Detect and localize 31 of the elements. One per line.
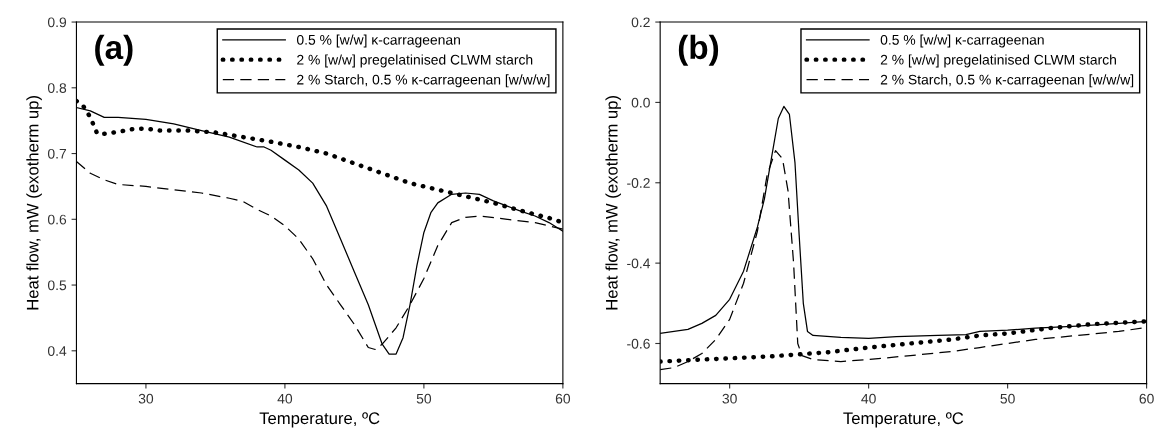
y-axis-title: Heat flow, mW (exotherm up) xyxy=(26,95,42,310)
legend-label: 0.5 % [w/w] κ-carrageenan xyxy=(880,34,1044,48)
x-tick-label: 40 xyxy=(277,393,293,404)
legend-label: 2 % Starch, 0.5 % κ-carrageenan [w/w/w] xyxy=(297,74,550,88)
y-tick-label: 0.2 xyxy=(631,17,650,28)
y-tick-label: 0.7 xyxy=(47,148,67,159)
y-tick-label: 0.0 xyxy=(631,97,650,108)
chart-title: (a) xyxy=(95,34,133,66)
x-tick-label: 30 xyxy=(138,393,154,404)
x-axis-title: Temperature, ºC xyxy=(843,412,964,428)
y-tick-label: -0.4 xyxy=(627,258,651,269)
y-tick-label: 0.8 xyxy=(47,83,67,93)
x-axis-title: Temperature, ºC xyxy=(259,412,380,428)
x-tick-label: 60 xyxy=(1139,393,1154,404)
y-tick-label: 0.4 xyxy=(47,346,67,356)
y-tick-label: 0.5 xyxy=(47,280,67,291)
x-tick-label: 40 xyxy=(861,393,876,404)
x-tick-label: 30 xyxy=(722,393,737,404)
legend-label: 0.5 % [w/w] κ-carrageenan xyxy=(296,34,460,48)
x-tick-label: 50 xyxy=(1000,393,1015,404)
y-tick-label: -0.2 xyxy=(627,178,650,188)
x-tick-label: 50 xyxy=(416,393,432,404)
chart-title: (b) xyxy=(678,34,719,66)
legend-label: 2 % Starch, 0.5 % κ-carrageenan [w/w/w] xyxy=(880,74,1134,88)
y-tick-label: 0.6 xyxy=(47,214,67,225)
y-axis-title: Heat flow, mW (exotherm up) xyxy=(605,95,621,310)
legend-label: 2 % [w/w] pregelatinised CLWM starch xyxy=(297,54,533,68)
legend-label: 2 % [w/w] pregelatinised CLWM starch xyxy=(880,54,1116,68)
x-tick-label: 60 xyxy=(555,393,571,404)
y-tick-label: 0.9 xyxy=(47,17,67,28)
y-tick-label: -0.6 xyxy=(627,338,650,349)
